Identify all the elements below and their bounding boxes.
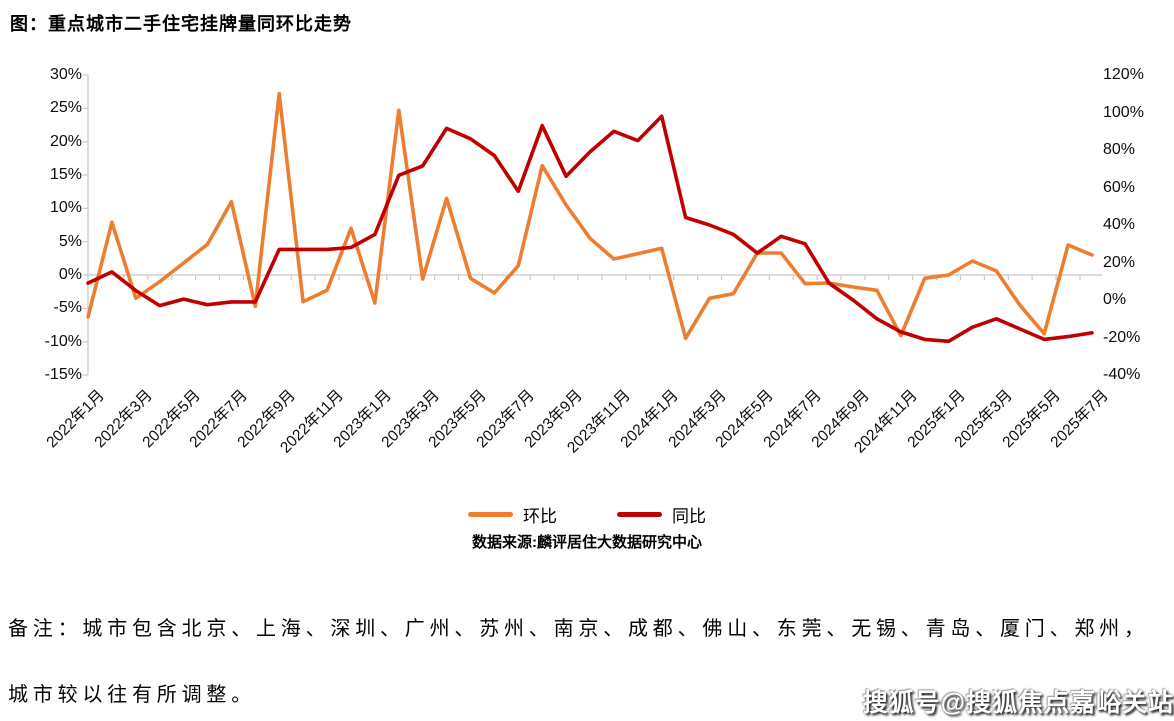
chart-title: 图：重点城市二手住宅挂牌量同环比走势 <box>10 14 352 34</box>
series-line-tongbi <box>86 114 1094 344</box>
legend-item-huanbi: 环比 <box>468 502 557 527</box>
right-axis-tick-label: -40% <box>1103 366 1141 383</box>
right-axis-tick-label: 120% <box>1103 66 1144 83</box>
legend-label-huanbi: 环比 <box>523 507 557 526</box>
legend-swatch-tongbi-icon <box>617 512 662 517</box>
data-source: 数据来源:麟评居住大数据研究中心 <box>472 534 702 551</box>
right-axis-tick-label: 80% <box>1103 141 1136 158</box>
left-axis-tick-label: -10% <box>44 332 82 350</box>
left-axis-tick-label: 25% <box>49 99 82 117</box>
legend-swatch-huanbi-icon <box>468 512 513 517</box>
left-axis-tick-label: 5% <box>58 232 82 250</box>
right-axis-tick-label: 100% <box>1103 103 1144 121</box>
note-line-2: 城市较以往有所调整。 <box>8 684 256 706</box>
legend-item-tongbi: 同比 <box>617 502 706 527</box>
right-axis-tick-label: 20% <box>1103 253 1136 271</box>
left-axis-tick-label: 15% <box>49 166 82 183</box>
series-line-huanbi <box>86 91 1094 341</box>
plot-svg <box>82 74 1102 376</box>
right-axis-tick-label: 40% <box>1103 216 1136 233</box>
legend-label-tongbi: 同比 <box>672 507 706 526</box>
legend: 环比 同比 <box>0 502 1174 527</box>
left-axis-tick-label: 10% <box>49 199 82 217</box>
left-axis-tick-label: -15% <box>44 366 82 383</box>
note-line-1: 备注：城市包含北京、上海、深圳、广州、苏州、南京、成都、佛山、东莞、无锡、青岛、… <box>8 618 1149 640</box>
right-axis-tick-label: 0% <box>1103 291 1127 308</box>
right-axis-tick-label: 60% <box>1103 178 1136 196</box>
left-axis-tick-label: 30% <box>49 66 82 83</box>
watermark: 搜狐号@搜狐焦点嘉峪关站 <box>862 689 1174 717</box>
axis-lines <box>86 75 1102 375</box>
right-axis-tick-label: -20% <box>1103 328 1141 346</box>
left-axis-tick-label: 0% <box>58 266 82 283</box>
left-axis-tick-label: -5% <box>53 299 82 317</box>
left-axis-tick-label: 20% <box>49 132 82 150</box>
